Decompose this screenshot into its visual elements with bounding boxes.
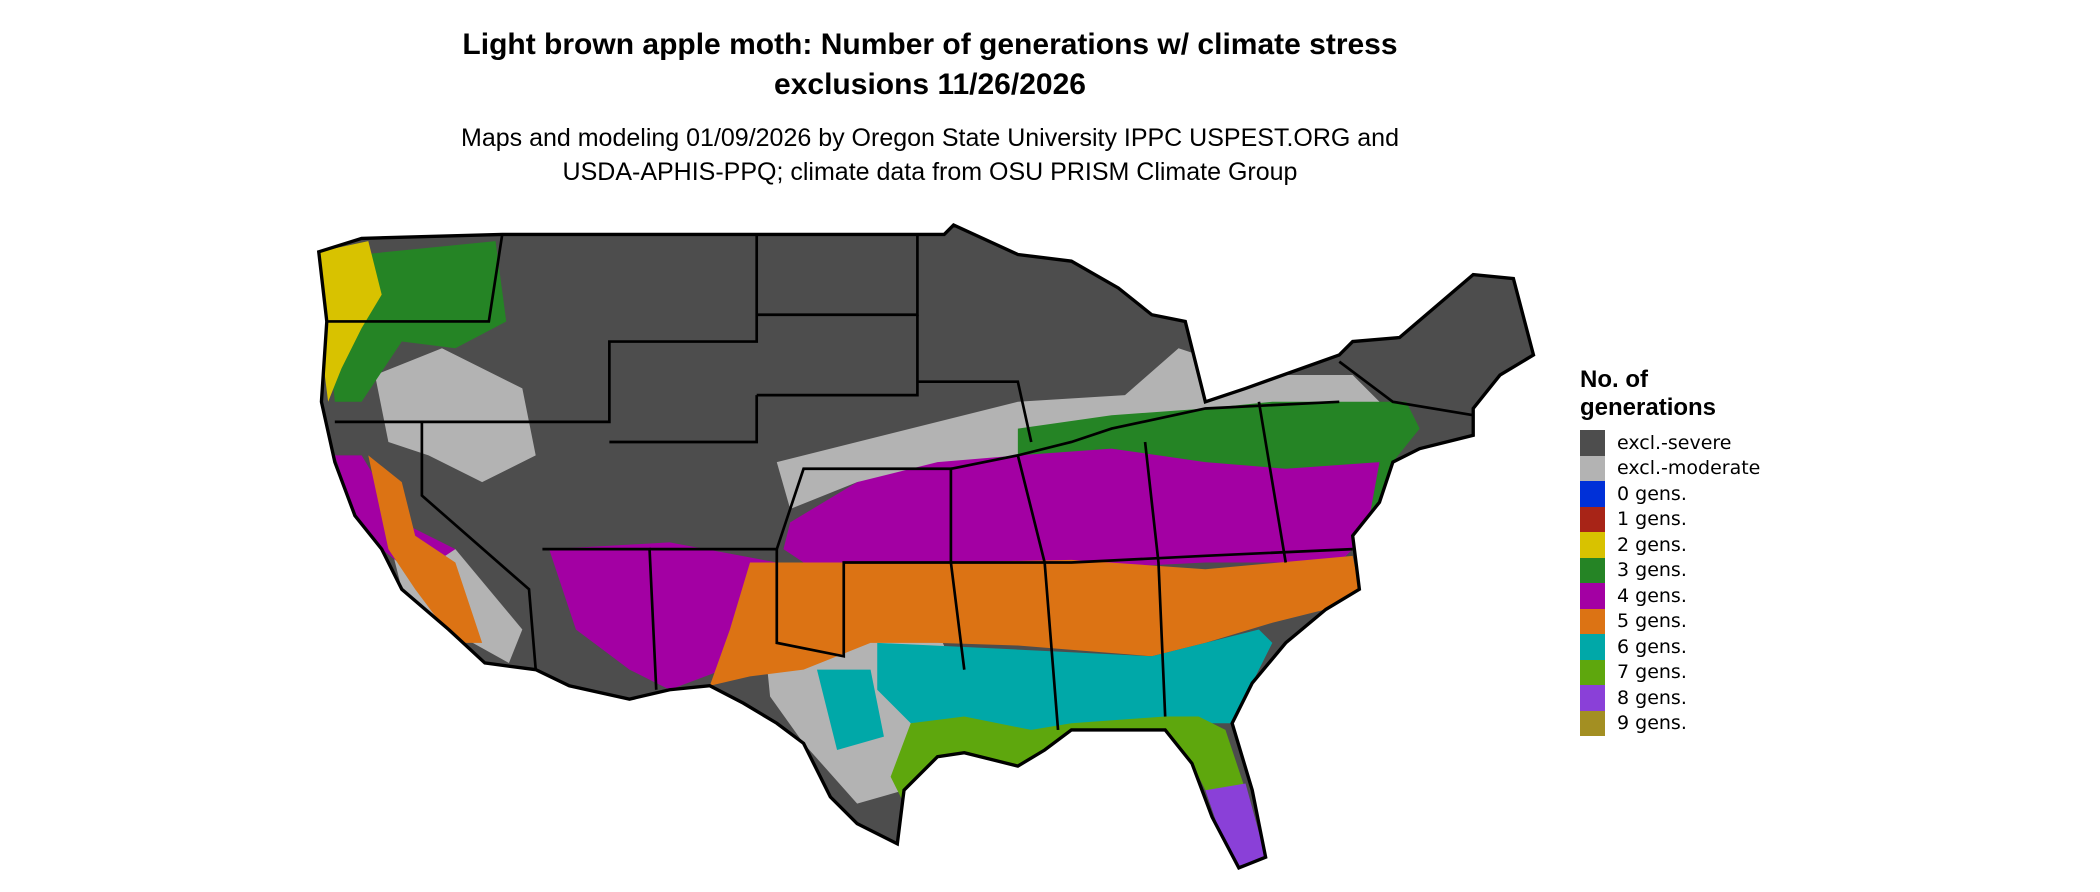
legend-item: 3 gens. [1580, 557, 1760, 583]
legend-label: 4 gens. [1617, 584, 1687, 607]
legend-swatch [1580, 506, 1605, 532]
map-title-line1: Light brown apple moth: Number of genera… [462, 28, 1398, 61]
legend-item: 7 gens. [1580, 659, 1760, 685]
legend-label: excl.-moderate [1617, 457, 1761, 480]
legend-label: 9 gens. [1617, 712, 1687, 735]
legend-title: No. of generations [1580, 366, 1760, 422]
legend-swatch [1580, 583, 1605, 609]
legend-item: excl.-moderate [1580, 455, 1761, 481]
gens6-region-texas [816, 669, 884, 751]
legend-label: 0 gens. [1617, 482, 1687, 505]
legend-label: 8 gens. [1617, 686, 1687, 709]
legend-item: 1 gens. [1580, 506, 1760, 532]
legend: No. of generations excl.-severe excl.-mod… [1580, 366, 1760, 736]
legend-item: 5 gens. [1580, 608, 1760, 634]
legend-swatch [1580, 710, 1605, 736]
gens4-region-southwest [549, 542, 777, 690]
legend-item: 0 gens. [1580, 481, 1760, 507]
legend-swatch [1580, 634, 1605, 660]
legend-item: 9 gens. [1580, 710, 1760, 736]
legend-label: 3 gens. [1617, 559, 1687, 582]
map-subtitle-line1: Maps and modeling 01/09/2026 by Oregon S… [461, 124, 1399, 152]
legend-label: excl.-severe [1617, 431, 1732, 454]
legend-label: 5 gens. [1617, 610, 1687, 633]
legend-item: 8 gens. [1580, 685, 1760, 711]
state-boundaries [328, 234, 1474, 731]
legend-swatch [1580, 455, 1605, 481]
legend-swatch [1580, 481, 1605, 507]
gens6-region-gulf [877, 629, 1273, 744]
legend-item: 6 gens. [1580, 634, 1760, 660]
legend-swatch [1580, 430, 1605, 456]
gens7-region-gulf-coast [890, 716, 1246, 804]
legend-item: excl.-severe [1580, 430, 1760, 456]
legend-title-line1: No. of [1580, 366, 1648, 393]
gens4-region-central [783, 448, 1380, 570]
legend-label: 1 gens. [1617, 508, 1687, 531]
legend-swatch [1580, 557, 1605, 583]
legend-swatch [1580, 532, 1605, 558]
legend-label: 6 gens. [1617, 635, 1687, 658]
legend-swatch [1580, 685, 1605, 711]
gens5-region-california [368, 455, 483, 643]
gens8-region-south-florida [1205, 783, 1266, 868]
legend-item: 2 gens. [1580, 532, 1760, 558]
legend-label: 7 gens. [1617, 661, 1687, 684]
legend-label: 2 gens. [1617, 533, 1687, 556]
gens5-region-south [709, 555, 1360, 686]
legend-item: 4 gens. [1580, 583, 1760, 609]
legend-swatch [1580, 608, 1605, 634]
legend-swatch [1580, 659, 1605, 685]
excl-moderate-region-west [375, 348, 536, 483]
legend-title-line2: generations [1580, 394, 1717, 421]
map-subtitle-line2: USDA-APHIS-PPQ; climate data from OSU PR… [562, 158, 1298, 186]
map-title-line2: exclusions 11/26/2026 [774, 68, 1086, 101]
